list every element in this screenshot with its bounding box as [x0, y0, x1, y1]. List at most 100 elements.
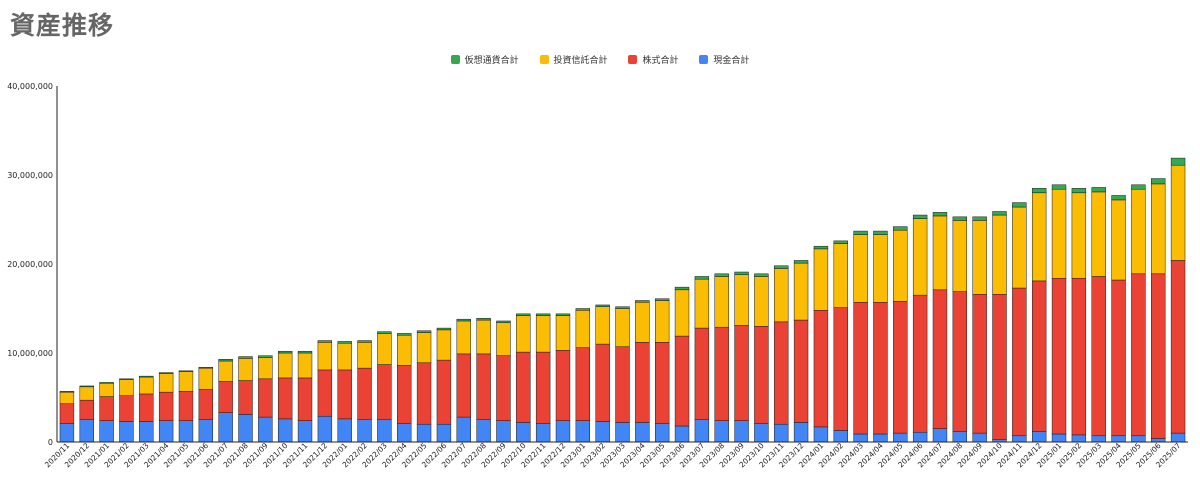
bar-cash-2021-01: [99, 420, 114, 443]
bar-stock-2024-12: [1031, 280, 1047, 432]
bar-cash-2021-09: [258, 416, 273, 443]
bar-cash-2024-04: [873, 433, 888, 443]
bar-crypto-2022-10: [516, 313, 531, 316]
bar-stock-2024-06: [912, 294, 928, 433]
bar-crypto-2022-01: [337, 341, 352, 344]
bar-fund-2024-02: [833, 243, 848, 308]
bar-crypto-2022-06: [436, 327, 452, 331]
bar-cash-2021-10: [277, 418, 293, 443]
bar-crypto-2021-01: [99, 382, 114, 384]
legend-item-fund[interactable]: 投資信託合計: [539, 53, 608, 66]
bar-crypto-2024-05: [893, 226, 908, 231]
bar-fund-2024-05: [893, 229, 908, 302]
bar-crypto-2021-06: [198, 366, 214, 369]
bar-stock-2024-02: [833, 307, 848, 431]
bar-crypto-2024-04: [873, 230, 888, 235]
bar-stock-2024-03: [853, 302, 868, 435]
legend-label-fund: 投資信託合計: [553, 56, 608, 66]
bar-stock-2024-09: [972, 294, 987, 434]
bar-fund-2022-08: [476, 319, 491, 355]
bar-crypto-2020-12: [79, 385, 94, 388]
bar-crypto-2024-12: [1031, 188, 1047, 194]
bar-crypto-2024-11: [1012, 202, 1027, 208]
bar-fund-2022-05: [416, 332, 432, 364]
bar-stock-2023-10: [754, 326, 769, 424]
bar-cash-2022-03: [377, 419, 392, 443]
bar-cash-2023-09: [734, 420, 749, 443]
bar-crypto-2021-10: [277, 350, 293, 354]
bar-fund-2022-11: [535, 315, 551, 353]
bar-cash-2023-01: [575, 420, 591, 443]
legend-item-stock[interactable]: 株式合計: [628, 53, 678, 66]
bar-cash-2022-09: [496, 420, 511, 443]
legend-item-cash[interactable]: 現金合計: [699, 53, 749, 66]
bar-cash-2022-08: [476, 419, 491, 443]
bar-crypto-2021-05: [178, 370, 194, 372]
bar-cash-2024-05: [893, 432, 908, 443]
bar-fund-2022-02: [357, 342, 372, 369]
bar-crypto-2025-07: [1170, 157, 1186, 166]
bar-crypto-2023-01: [575, 308, 591, 311]
bar-cash-2020-11: [59, 423, 75, 443]
bar-stock-2021-04: [158, 391, 174, 421]
bar-stock-2024-01: [813, 310, 829, 428]
bar-stock-2021-11: [297, 377, 313, 421]
bar-stock-2024-11: [1012, 287, 1027, 437]
bar-fund-2025-04: [1111, 199, 1126, 281]
bar-cash-2023-03: [615, 422, 630, 443]
bar-crypto-2023-12: [793, 260, 809, 264]
bar-fund-2021-06: [198, 367, 214, 390]
bar-fund-2023-04: [635, 302, 650, 343]
bar-crypto-2023-02: [595, 304, 610, 307]
bar-stock-2022-04: [397, 365, 412, 424]
bar-stock-2022-11: [535, 351, 551, 424]
bar-fund-2024-10: [992, 214, 1007, 295]
y-tick-label: 0: [48, 438, 53, 447]
bar-crypto-2023-06: [674, 286, 690, 291]
bar-fund-2024-06: [912, 218, 928, 296]
bar-crypto-2022-12: [555, 313, 571, 316]
bar-cash-2022-11: [535, 423, 551, 443]
bar-cash-2023-06: [674, 425, 690, 443]
bar-crypto-2024-02: [833, 240, 848, 244]
legend-swatch-crypto: [450, 55, 460, 64]
bar-stock-2021-03: [139, 393, 154, 422]
bar-cash-2023-10: [754, 423, 769, 443]
bar-crypto-2022-08: [476, 318, 491, 321]
bar-stock-2022-07: [456, 353, 471, 418]
bar-crypto-2024-10: [992, 211, 1007, 216]
bar-stock-2022-10: [516, 351, 531, 423]
bar-fund-2021-08: [238, 358, 253, 381]
bar-fund-2025-03: [1091, 191, 1106, 277]
legend-item-crypto[interactable]: 仮想通貨合計: [450, 53, 519, 66]
bar-fund-2025-02: [1071, 192, 1087, 279]
bar-cash-2021-11: [297, 420, 313, 443]
bar-cash-2025-06: [1151, 438, 1166, 443]
bar-stock-2024-07: [932, 289, 948, 429]
bar-stock-2025-04: [1111, 279, 1126, 437]
bar-cash-2024-11: [1012, 435, 1027, 443]
y-axis: 0 10,000,000 20,000,000 30,000,000 40,000,00…: [7, 82, 58, 447]
bar-crypto-2021-07: [218, 358, 233, 362]
bar-cash-2021-12: [317, 415, 333, 443]
bar-cash-2025-03: [1091, 435, 1106, 443]
bar-stock-2025-05: [1131, 273, 1146, 437]
legend-label-cash: 現金合計: [713, 56, 750, 66]
bar-cash-2022-05: [416, 423, 432, 443]
bar-fund-2021-02: [119, 379, 134, 396]
bar-crypto-2024-03: [853, 230, 868, 235]
bar-stock-2023-01: [575, 347, 591, 421]
bar-crypto-2021-09: [258, 355, 273, 358]
bar-crypto-2021-03: [139, 375, 154, 378]
bar-cash-2022-01: [337, 418, 352, 443]
bar-stock-2024-10: [992, 294, 1007, 440]
bar-stock-2024-08: [952, 291, 968, 432]
bar-cash-2021-04: [158, 420, 174, 443]
bar-stock-2023-11: [774, 321, 789, 425]
bar-cash-2024-02: [833, 430, 848, 443]
bar-fund-2021-03: [139, 376, 154, 395]
bar-crypto-2023-04: [635, 300, 650, 303]
bar-crypto-2021-12: [317, 340, 333, 343]
bar-stock-2024-05: [893, 301, 908, 434]
bar-fund-2022-04: [397, 334, 412, 366]
